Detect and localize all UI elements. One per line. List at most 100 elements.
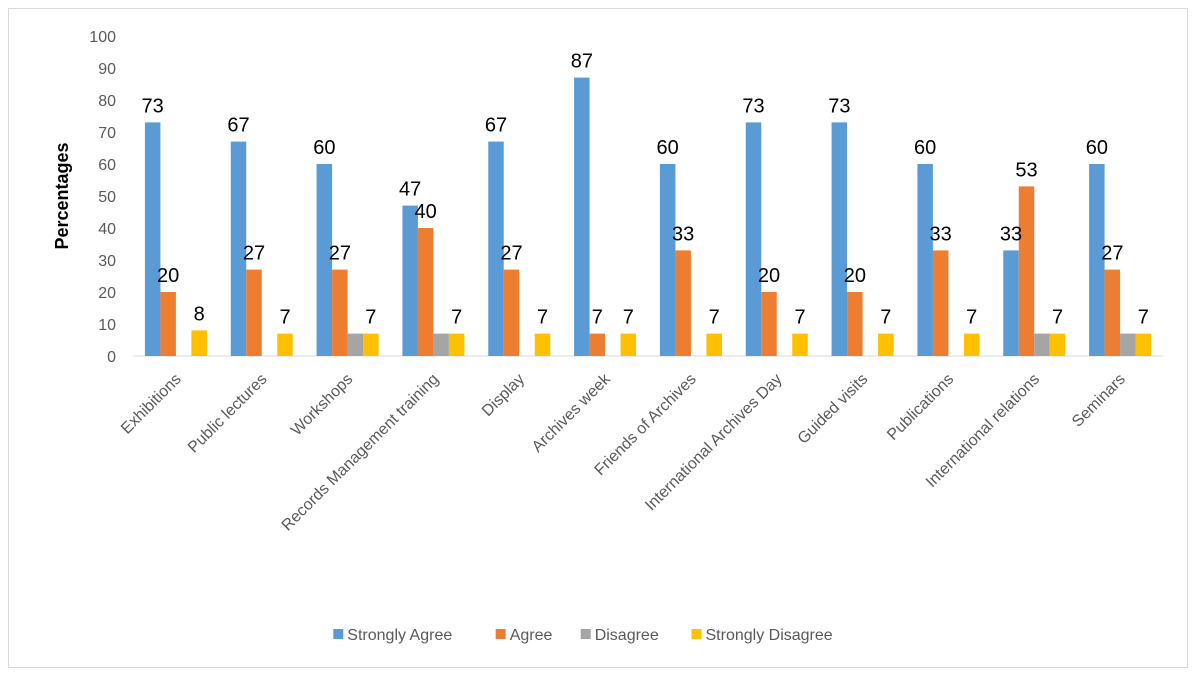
data-label: 7 (592, 307, 603, 329)
legend-swatch (691, 629, 702, 639)
data-label: 60 (657, 137, 679, 159)
bar-agree-6 (675, 250, 691, 356)
legend-label: Agree (510, 627, 553, 644)
data-label: 27 (329, 243, 351, 265)
category-label: Publications (884, 371, 957, 444)
data-label: 60 (1086, 137, 1108, 159)
bar-agree-10 (1018, 186, 1035, 356)
bar-strongly-disagree-6 (706, 333, 722, 356)
data-label: 53 (1015, 159, 1037, 181)
bar-strongly-agree-5 (574, 77, 590, 356)
data-label: 7 (794, 307, 805, 329)
bar-agree-2 (332, 269, 348, 356)
bar-strongly-agree-1 (230, 141, 247, 356)
data-label: 47 (399, 179, 421, 201)
y-tick-label: 80 (98, 93, 116, 110)
data-label: 7 (451, 307, 462, 329)
bar-strongly-disagree-4 (534, 333, 551, 356)
bar-strongly-agree-8 (831, 122, 848, 357)
legend-label: Strongly Agree (347, 627, 452, 644)
bar-agree-3 (417, 228, 434, 356)
bar-strongly-agree-3 (402, 205, 418, 356)
data-label: 7 (537, 307, 548, 329)
bar-strongly-disagree-7 (792, 333, 808, 356)
legend-item-strongly-disagree: Strongly Disagree (691, 627, 833, 644)
data-label: 7 (279, 307, 290, 329)
category-label: Display (479, 371, 528, 420)
data-label: 20 (844, 265, 866, 287)
data-label: 20 (157, 265, 179, 287)
data-label: 73 (742, 95, 764, 117)
legend-swatch (580, 629, 591, 639)
data-label: 7 (966, 307, 977, 329)
bar-strongly-agree-7 (745, 122, 762, 357)
bar-strongly-disagree-10 (1049, 333, 1066, 356)
data-label: 8 (194, 303, 205, 325)
y-tick-label: 40 (98, 221, 116, 238)
bar-strongly-agree-6 (659, 164, 676, 356)
bar-disagree-3 (433, 333, 449, 356)
bar-strongly-disagree-2 (363, 333, 379, 356)
bar-agree-7 (761, 292, 777, 356)
data-label: 60 (914, 137, 936, 159)
y-tick-label: 90 (98, 61, 116, 78)
data-label: 20 (758, 265, 780, 287)
category-label: Seminars (1069, 371, 1129, 431)
data-label: 60 (313, 137, 335, 159)
data-label: 67 (485, 115, 507, 137)
legend-item-strongly-agree: Strongly Agree (333, 627, 452, 644)
bar-agree-5 (589, 333, 606, 356)
category-label: International Archives Day (642, 371, 785, 514)
bar-strongly-disagree-8 (878, 333, 894, 356)
y-tick-label: 30 (98, 253, 116, 270)
y-tick-label: 20 (98, 285, 116, 302)
legend-swatch (333, 629, 344, 639)
y-tick-label: 70 (98, 125, 116, 142)
data-label: 67 (227, 115, 249, 137)
bar-strongly-agree-10 (1003, 250, 1019, 356)
data-label: 7 (623, 307, 634, 329)
category-label: Public lectures (185, 371, 271, 457)
data-label: 27 (500, 243, 522, 265)
data-label: 33 (1000, 223, 1022, 245)
bar-agree-11 (1104, 269, 1121, 356)
legend-label: Disagree (595, 627, 659, 644)
y-tick-label: 100 (89, 29, 116, 46)
legend-item-agree: Agree (495, 627, 553, 644)
bar-disagree-2 (347, 333, 364, 356)
bar-strongly-agree-9 (917, 164, 933, 356)
data-label: 33 (930, 223, 952, 245)
bar-strongly-disagree-3 (448, 333, 465, 356)
bar-strongly-disagree-5 (620, 333, 637, 356)
data-label: 7 (1138, 307, 1149, 329)
bar-strongly-disagree-1 (277, 333, 293, 356)
y-tick-label: 0 (107, 349, 116, 366)
data-label: 40 (415, 201, 437, 223)
bar-strongly-agree-4 (488, 141, 504, 356)
bar-agree-0 (160, 292, 176, 356)
y-tick-label: 10 (98, 317, 116, 334)
data-label: 7 (1052, 307, 1063, 329)
bar-strongly-agree-11 (1089, 164, 1105, 356)
bar-strongly-disagree-11 (1135, 333, 1152, 356)
category-labels: Exhibitions Public lectures WorkshopsRecor… (118, 370, 1129, 534)
category-label: Workshops (288, 371, 356, 439)
category-label: Records Management training (279, 371, 443, 535)
bar-disagree-10 (1034, 333, 1050, 356)
bar-agree-1 (246, 269, 262, 356)
bar-agree-9 (932, 250, 949, 356)
bar-strongly-agree-0 (144, 122, 161, 357)
bar-strongly-agree-2 (316, 164, 333, 356)
legend: Strongly Agree Agree Disagree Strongly Disa… (333, 627, 833, 644)
category-label: Exhibitions (118, 371, 185, 438)
legend-swatch (495, 629, 506, 639)
y-tick-label: 50 (98, 189, 116, 206)
data-label: 33 (672, 223, 694, 245)
bar-strongly-disagree-9 (963, 333, 980, 356)
y-axis-ticks: 0 10 20 30 40 50 60 70 80 90 100 (89, 29, 116, 366)
bar-disagree-11 (1120, 333, 1136, 356)
data-label: 73 (142, 95, 164, 117)
bar-agree-8 (847, 292, 863, 356)
